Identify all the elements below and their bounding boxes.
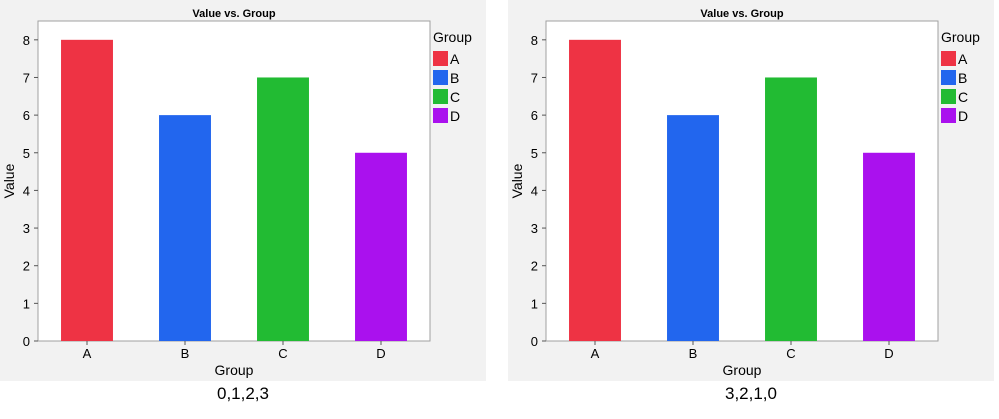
y-tick-label: 4 — [531, 183, 538, 198]
y-tick-label: 6 — [23, 108, 30, 123]
bar-d — [863, 152, 915, 341]
y-tick-label: 4 — [23, 183, 30, 198]
x-tick-label: A — [591, 346, 600, 361]
y-tick-label: 0 — [23, 334, 30, 349]
legend-label-d: D — [450, 108, 460, 124]
legend-swatch-a — [941, 51, 956, 66]
legend-swatch-b — [433, 70, 448, 85]
x-axis-label: Group — [215, 362, 254, 378]
x-tick-label: C — [786, 346, 795, 361]
y-tick-label: 2 — [23, 259, 30, 274]
legend-label-c: C — [958, 89, 968, 105]
x-axis-label: Group — [723, 362, 762, 378]
chart-title: Value vs. Group — [700, 8, 783, 20]
y-tick-label: 1 — [23, 296, 30, 311]
y-tick-label: 7 — [23, 70, 30, 85]
y-tick-label: 5 — [531, 146, 538, 161]
bar-d — [355, 152, 407, 341]
legend-swatch-c — [941, 89, 956, 104]
x-tick-label: D — [884, 346, 893, 361]
x-tick-label: B — [181, 346, 190, 361]
legend-swatch-b — [941, 70, 956, 85]
x-tick-label: C — [278, 346, 287, 361]
y-axis-label: Value — [1, 163, 17, 198]
legend-label-b: B — [958, 70, 967, 86]
legend-title: Group — [433, 29, 472, 45]
legend-label-a: A — [958, 51, 968, 67]
chart-caption-right: 3,2,1,0 — [725, 384, 777, 403]
bar-a — [61, 39, 113, 342]
y-tick-label: 7 — [531, 70, 538, 85]
y-tick-label: 3 — [23, 221, 30, 236]
y-tick-label: 6 — [531, 108, 538, 123]
legend-label-a: A — [450, 51, 460, 67]
bar-c — [257, 77, 309, 342]
legend-swatch-a — [433, 51, 448, 66]
y-tick-label: 8 — [23, 33, 30, 48]
bar-b — [159, 115, 211, 341]
legend-swatch-d — [433, 108, 448, 123]
legend-label-b: B — [450, 70, 459, 86]
x-tick-label: D — [376, 346, 385, 361]
chart-panel-right: Value vs. Group 0 1 2 3 4 5 6 7 8 A B C D Group Value Gr… — [508, 0, 994, 381]
chart-panel-left: Value vs. Group 0 1 2 3 4 5 6 7 8 A B C D Group Value Gr… — [0, 0, 486, 381]
x-tick-label: B — [689, 346, 698, 361]
y-tick-label: 2 — [531, 259, 538, 274]
chart-caption-left: 0,1,2,3 — [217, 384, 269, 403]
legend-swatch-d — [941, 108, 956, 123]
legend-label-d: D — [958, 108, 968, 124]
y-tick-label: 5 — [23, 146, 30, 161]
legend-swatch-c — [433, 89, 448, 104]
bar-b — [667, 115, 719, 341]
legend-label-c: C — [450, 89, 460, 105]
y-tick-label: 3 — [531, 221, 538, 236]
y-tick-label: 8 — [531, 33, 538, 48]
y-tick-label: 1 — [531, 296, 538, 311]
y-tick-label: 0 — [531, 334, 538, 349]
x-tick-label: A — [83, 346, 92, 361]
legend-title: Group — [941, 29, 980, 45]
y-axis-label: Value — [509, 163, 525, 198]
chart-title: Value vs. Group — [192, 8, 275, 20]
bar-a — [569, 39, 621, 342]
bar-c — [765, 77, 817, 342]
